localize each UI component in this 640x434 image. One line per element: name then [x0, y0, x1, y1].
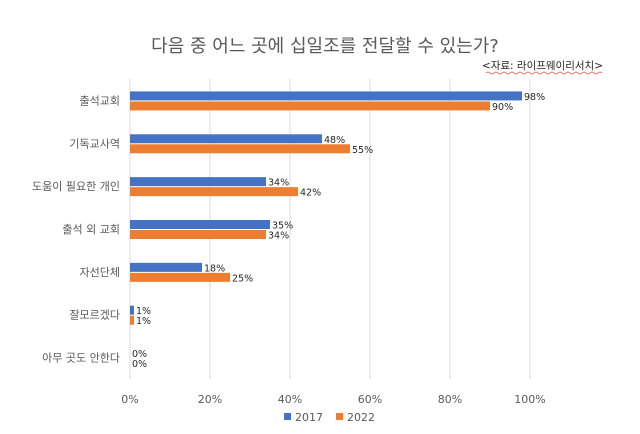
category-label: 잘모르겠다	[69, 309, 120, 322]
bar-2022	[130, 272, 230, 282]
data-label: 0%	[132, 359, 147, 370]
category-label: 기독교사역	[69, 137, 120, 150]
bar-2017	[130, 262, 202, 272]
data-label: 48%	[324, 135, 345, 146]
bar-2017	[130, 134, 322, 144]
data-label: 1%	[136, 306, 151, 317]
x-tick-label: 60%	[358, 393, 382, 406]
source-text: <자료: 라이프웨이리서치>	[482, 60, 603, 72]
x-tick-label: 100%	[514, 393, 545, 406]
data-label: 42%	[300, 188, 321, 199]
legend-label: 2017	[295, 411, 323, 424]
category-label: 출석 외 교회	[62, 223, 120, 236]
legend-swatch	[336, 413, 343, 420]
data-label: 90%	[492, 102, 513, 113]
bar-2017	[130, 177, 266, 187]
x-axis-ticks: 0% 20% 40% 60% 80% 100%	[121, 393, 545, 406]
data-labels: 98%90%48%55%34%42%35%34%18%25%1%1%0%0%	[132, 92, 545, 370]
bar-2022	[130, 230, 266, 239]
source-underline	[485, 71, 603, 75]
data-label: 34%	[268, 178, 289, 189]
x-tick-label: 40%	[278, 393, 302, 406]
bar-2022	[130, 101, 490, 111]
data-label: 18%	[204, 263, 225, 274]
bar-2022	[130, 144, 350, 154]
data-label: 25%	[232, 273, 253, 284]
bars	[130, 91, 522, 325]
category-label: 출석교회	[80, 94, 120, 107]
data-label: 35%	[272, 221, 293, 232]
bar-2017	[130, 305, 134, 315]
x-tick-label: 80%	[438, 393, 462, 406]
gridlines	[129, 79, 531, 379]
source-note: <자료: 라이프웨이리서치>	[482, 60, 603, 75]
data-label: 1%	[136, 316, 151, 327]
data-label: 34%	[268, 231, 289, 242]
category-label: 자선단체	[80, 266, 120, 279]
category-label: 아무 곳도 안한다	[42, 352, 120, 365]
bar-2022	[130, 187, 298, 197]
legend-label: 2022	[347, 411, 375, 424]
bar-2022	[130, 315, 134, 325]
bar-2017	[130, 220, 270, 229]
legend: 2017 2022	[284, 411, 375, 424]
x-tick-label: 20%	[198, 393, 222, 406]
x-tick-label: 0%	[121, 393, 138, 406]
bar-2017	[130, 91, 522, 101]
category-label: 도움이 필요한 개인	[32, 180, 120, 193]
chart-title: 다음 중 어느 곳에 십일조를 전달할 수 있는가?	[151, 36, 499, 57]
legend-swatch	[284, 413, 291, 420]
data-label: 98%	[524, 92, 545, 103]
data-label: 0%	[132, 349, 147, 360]
data-label: 55%	[352, 145, 373, 156]
